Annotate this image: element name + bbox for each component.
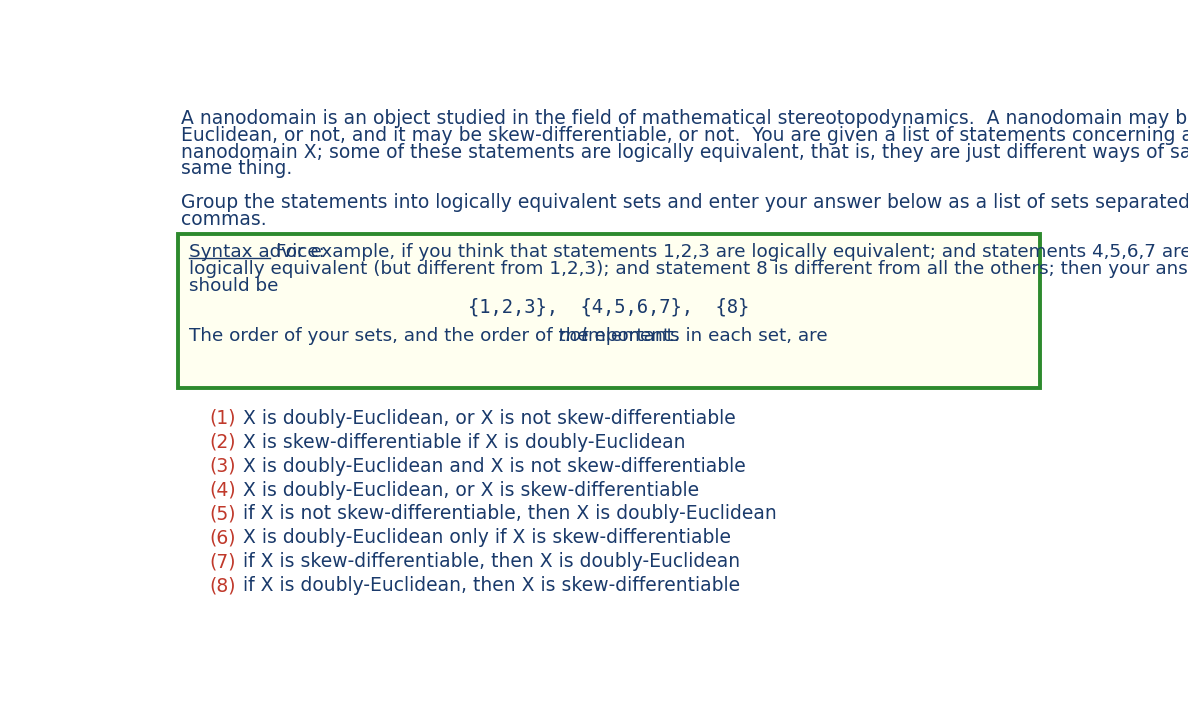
Text: if X is not skew-differentiable, then X is doubly-Euclidean: if X is not skew-differentiable, then X … — [230, 504, 777, 523]
Text: if X is skew-differentiable, then X is doubly-Euclidean: if X is skew-differentiable, then X is d… — [230, 552, 740, 571]
Text: important.: important. — [577, 327, 680, 344]
FancyBboxPatch shape — [178, 234, 1040, 388]
Text: For example, if you think that statements 1,2,3 are logically equivalent; and st: For example, if you think that statement… — [270, 243, 1188, 262]
Text: (8): (8) — [209, 576, 235, 595]
Text: The order of your sets, and the order of the elements in each set, are: The order of your sets, and the order of… — [189, 327, 833, 344]
Text: (4): (4) — [209, 481, 235, 500]
Text: X is doubly-Euclidean only if X is skew-differentiable: X is doubly-Euclidean only if X is skew-… — [230, 528, 731, 548]
Text: nanodomain X; some of these statements are logically equivalent, that is, they a: nanodomain X; some of these statements a… — [181, 143, 1188, 162]
Text: commas.: commas. — [181, 210, 266, 230]
Text: not: not — [558, 327, 589, 344]
Text: Syntax advice:: Syntax advice: — [189, 243, 324, 262]
Text: same thing.: same thing. — [181, 160, 292, 178]
Text: Group the statements into logically equivalent sets and enter your answer below : Group the statements into logically equi… — [181, 193, 1188, 212]
Text: (5): (5) — [209, 504, 235, 523]
Text: X is doubly-Euclidean and X is not skew-differentiable: X is doubly-Euclidean and X is not skew-… — [230, 457, 745, 476]
Text: should be: should be — [189, 277, 278, 295]
Text: (3): (3) — [209, 457, 235, 476]
Text: X is doubly-Euclidean, or X is skew-differentiable: X is doubly-Euclidean, or X is skew-diff… — [230, 481, 699, 500]
Text: if X is doubly-Euclidean, then X is skew-differentiable: if X is doubly-Euclidean, then X is skew… — [230, 576, 740, 595]
Text: (1): (1) — [209, 409, 235, 428]
Text: (7): (7) — [209, 552, 235, 571]
Text: X is doubly-Euclidean, or X is not skew-differentiable: X is doubly-Euclidean, or X is not skew-… — [230, 409, 735, 428]
Text: (6): (6) — [209, 528, 235, 548]
Text: A nanodomain is an object studied in the field of mathematical stereotopodynamic: A nanodomain is an object studied in the… — [181, 108, 1188, 128]
Text: Euclidean, or not, and it may be skew-differentiable, or not.  You are given a l: Euclidean, or not, and it may be skew-di… — [181, 125, 1188, 145]
Text: (2): (2) — [209, 433, 235, 452]
Text: X is skew-differentiable if X is doubly-Euclidean: X is skew-differentiable if X is doubly-… — [230, 433, 685, 452]
Text: logically equivalent (but different from 1,2,3); and statement 8 is different fr: logically equivalent (but different from… — [189, 260, 1188, 278]
Text: {1,2,3},  {4,5,6,7},  {8}: {1,2,3}, {4,5,6,7}, {8} — [468, 297, 750, 317]
